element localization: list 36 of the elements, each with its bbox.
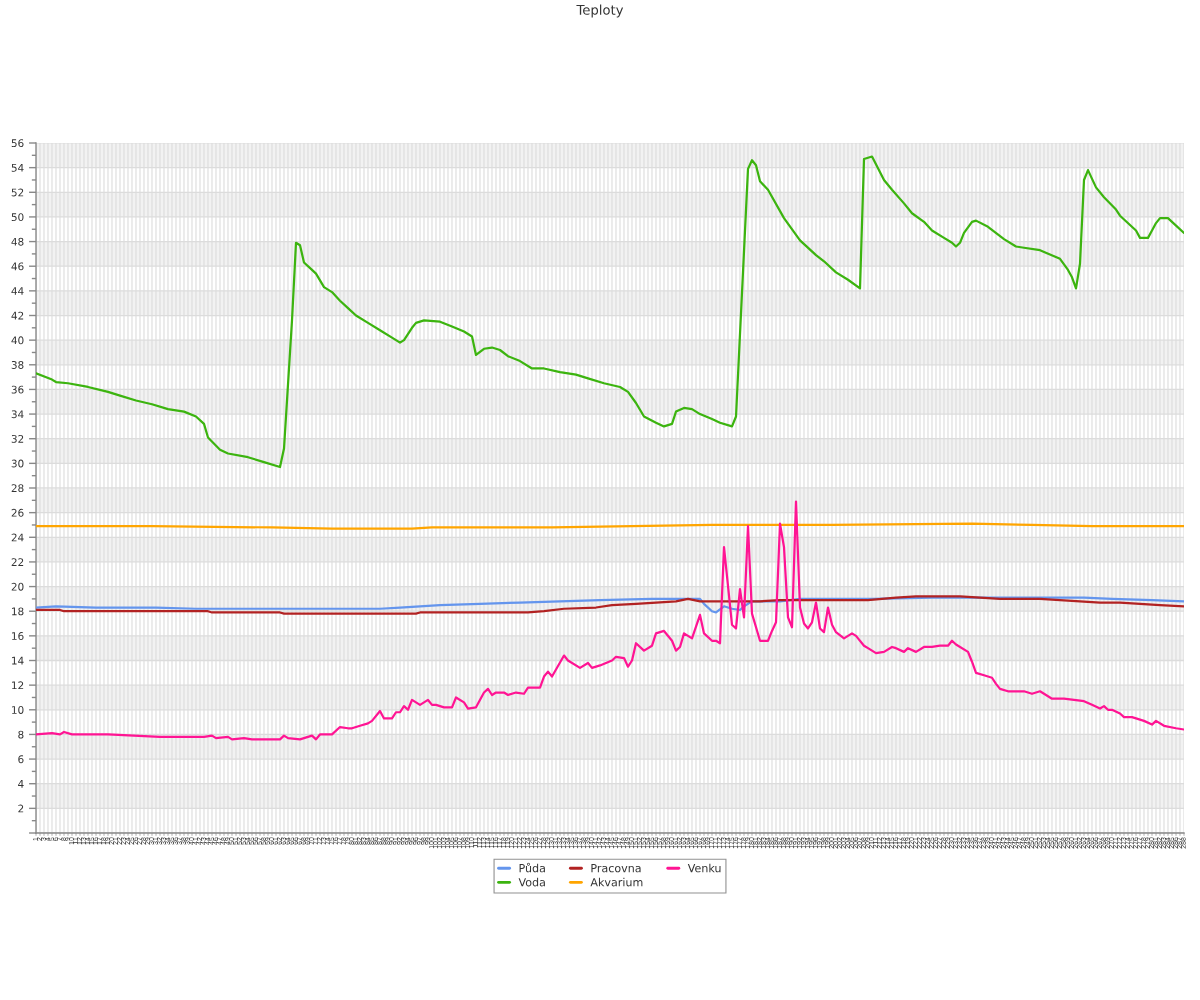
y-tick-label: 2 <box>18 804 24 813</box>
legend-label: Pracovna <box>591 864 641 873</box>
y-tick-label: 32 <box>11 434 24 443</box>
y-tick-label: 50 <box>11 213 24 222</box>
y-tick-label: 40 <box>11 336 24 345</box>
y-tick-label: 46 <box>11 262 24 271</box>
y-tick-label: 24 <box>11 533 24 542</box>
y-tick-label: 18 <box>12 607 24 616</box>
line-series <box>36 155 1184 469</box>
y-tick-label: 10 <box>12 706 24 714</box>
legend-label: Voda <box>518 877 545 887</box>
y-tick-label: 22 <box>11 558 24 566</box>
legend-label: Půda <box>519 862 545 873</box>
y-tick-label: 48 <box>11 237 24 246</box>
chart-title: Teploty <box>576 4 624 18</box>
y-tick-label: 6 <box>18 755 24 764</box>
y-tick-label: 16 <box>12 632 24 640</box>
y-tick-label: 20 <box>11 582 24 591</box>
line-series <box>36 500 1184 741</box>
y-tick-label: 30 <box>11 459 24 468</box>
y-tick-label: 26 <box>11 508 24 517</box>
legend-label: Venku <box>687 863 721 873</box>
y-tick-label: 34 <box>11 410 24 419</box>
y-tick-label: 12 <box>12 681 24 690</box>
y-tick-label: 44 <box>11 287 24 295</box>
y-tick-label: 36 <box>11 385 24 394</box>
y-tick-label: 4 <box>18 780 24 788</box>
y-tick-label: 56 <box>11 139 24 148</box>
y-tick-label: 38 <box>11 361 24 369</box>
y-tick-label: 54 <box>11 164 24 172</box>
y-tick-label: 8 <box>18 730 24 739</box>
y-tick-label: 14 <box>12 656 24 665</box>
y-tick-label: 52 <box>11 188 24 197</box>
y-tick-label: 28 <box>11 484 24 493</box>
legend-label: Akvarium <box>590 877 643 887</box>
y-tick-label: 42 <box>11 311 24 320</box>
